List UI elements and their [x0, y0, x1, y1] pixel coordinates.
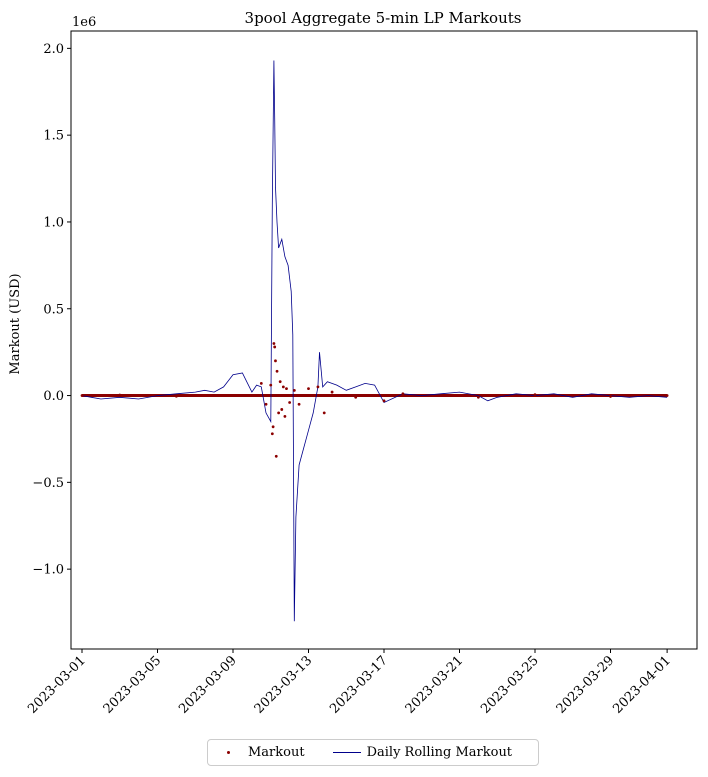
markout-point [330, 390, 334, 394]
markout-point [401, 392, 405, 396]
y-tick-label: 0.0 [43, 389, 64, 404]
markout-point [278, 380, 282, 384]
y-axis-label: Markout (USD) [8, 273, 23, 374]
markout-point [272, 342, 276, 345]
markout-point [665, 394, 669, 397]
markout-point [297, 402, 301, 406]
rolling-markout-line [81, 60, 668, 622]
rolling-line-icon [332, 752, 361, 753]
markout-point [288, 401, 292, 404]
markout-point [533, 393, 537, 397]
y-tick-label: 1.0 [43, 215, 64, 230]
chart-title: 3pool Aggregate 5-min LP Markouts [245, 9, 522, 27]
markout-marker-icon [226, 751, 230, 754]
y-tick-label: 2.0 [43, 42, 64, 57]
markout-point [316, 385, 320, 389]
markout-point [285, 387, 288, 391]
markout-point [280, 408, 284, 411]
y-axis-ticks: 2.0 1.5 1.0 0.5 0.0 −0.5 −1.0 [32, 42, 71, 578]
markout-point [277, 411, 281, 415]
markout-point [275, 369, 279, 373]
markout-point [270, 432, 274, 436]
legend-label-markout: Markout [248, 745, 305, 760]
markout-point [264, 402, 268, 406]
plot-area [80, 60, 669, 622]
markout-point [281, 385, 285, 389]
y-axis-offset-label: 1e6 [72, 15, 96, 30]
markout-point [259, 381, 263, 385]
legend-item-markout: Markout [208, 745, 305, 760]
markout-point [118, 393, 122, 397]
markout-point [476, 395, 480, 399]
y-tick-label: −1.0 [32, 563, 64, 578]
markout-point [271, 425, 275, 429]
legend-item-rolling: Daily Rolling Markout [305, 745, 512, 760]
markout-point [80, 394, 84, 397]
markout-point [609, 395, 612, 398]
y-tick-label: 1.5 [43, 129, 64, 144]
markout-point [283, 414, 287, 418]
markout-point [382, 399, 386, 403]
markout-point [292, 388, 296, 392]
y-tick-label: 0.5 [43, 302, 64, 317]
markout-point [274, 359, 277, 363]
markout-point [269, 383, 273, 387]
markout-point [174, 394, 178, 398]
markout-point [322, 411, 326, 415]
markout-point [274, 454, 278, 458]
markout-point [273, 345, 277, 349]
legend-label-rolling: Daily Rolling Markout [366, 745, 513, 760]
y-tick-label: −0.5 [32, 476, 64, 491]
markout-point [307, 387, 310, 391]
legend: Markout Daily Rolling Markout [207, 739, 539, 766]
markout-point [354, 395, 358, 399]
